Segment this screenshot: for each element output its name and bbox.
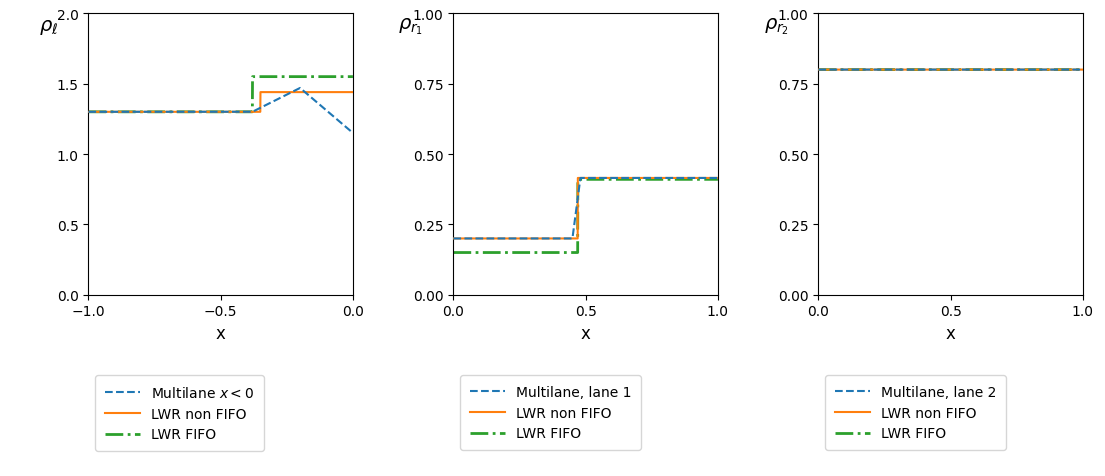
- Y-axis label: $\rho_{r_2}$: $\rho_{r_2}$: [764, 16, 789, 37]
- Legend: Multilane, lane 2, LWR non FIFO, LWR FIFO: Multilane, lane 2, LWR non FIFO, LWR FIF…: [825, 375, 1006, 450]
- Y-axis label: $\rho_{r_1}$: $\rho_{r_1}$: [399, 16, 423, 37]
- Legend: Multilane, lane 1, LWR non FIFO, LWR FIFO: Multilane, lane 1, LWR non FIFO, LWR FIF…: [461, 375, 641, 450]
- X-axis label: x: x: [946, 324, 956, 342]
- X-axis label: x: x: [581, 324, 590, 342]
- X-axis label: x: x: [215, 324, 225, 342]
- Y-axis label: $\rho_\ell$: $\rho_\ell$: [39, 18, 59, 37]
- Legend: Multilane $x < 0$, LWR non FIFO, LWR FIFO: Multilane $x < 0$, LWR non FIFO, LWR FIF…: [95, 375, 264, 451]
